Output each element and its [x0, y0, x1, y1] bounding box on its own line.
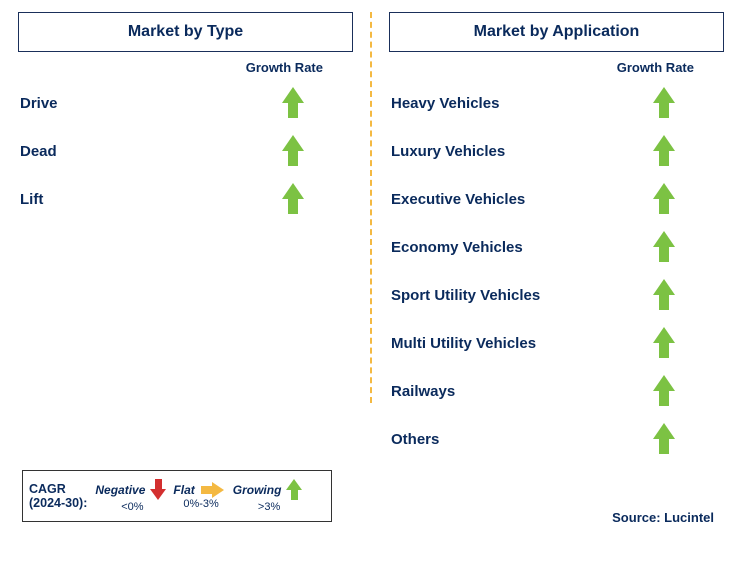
row-label: Railways [389, 383, 455, 400]
right-col-header-row: Growth Rate [389, 60, 724, 75]
growth-rate-cell [263, 87, 353, 119]
arrow-up-icon [654, 87, 674, 119]
table-row: Lift [18, 175, 353, 223]
right-col-header: Growth Rate [617, 60, 694, 75]
arrow-up-icon [283, 183, 303, 215]
arrow-up-icon [283, 135, 303, 167]
legend-item-range: <0% [121, 501, 143, 513]
table-row: Drive [18, 79, 353, 127]
growth-rate-cell [263, 183, 353, 215]
left-panel-title: Market by Type [18, 12, 353, 52]
growth-rate-cell [263, 135, 353, 167]
left-rows: Drive Dead Lift [18, 79, 353, 223]
legend-item: Negative <0% [95, 479, 169, 513]
arrow-right-icon [201, 482, 225, 498]
table-row: Dead [18, 127, 353, 175]
table-row: Others [389, 415, 724, 463]
left-panel: Market by Type Growth Rate Drive Dead Lift [18, 12, 371, 463]
row-label: Dead [18, 143, 57, 160]
row-label: Heavy Vehicles [389, 95, 499, 112]
legend-period: CAGR (2024-30): [29, 482, 87, 511]
left-col-header: Growth Rate [246, 60, 323, 75]
legend-item: Growing >3% [233, 479, 306, 513]
table-row: Sport Utility Vehicles [389, 271, 724, 319]
legend-item-range: >3% [258, 501, 280, 513]
legend-items: Negative <0% Flat0%-3% Growing >3% [93, 479, 305, 513]
left-col-header-row: Growth Rate [18, 60, 353, 75]
table-row: Executive Vehicles [389, 175, 724, 223]
legend-item-range: 0%-3% [183, 498, 218, 510]
arrow-up-icon [654, 183, 674, 215]
arrow-up-icon [654, 375, 674, 407]
arrow-up-icon [654, 423, 674, 455]
row-label: Drive [18, 95, 58, 112]
arrow-down-icon [151, 479, 165, 501]
right-rows: Heavy Vehicles Luxury Vehicles Executive V… [389, 79, 724, 463]
main-container: Market by Type Growth Rate Drive Dead Lift… [0, 0, 742, 463]
table-row: Railways [389, 367, 724, 415]
row-label: Multi Utility Vehicles [389, 335, 536, 352]
row-label: Executive Vehicles [389, 191, 525, 208]
legend-item-label: Negative [95, 483, 145, 497]
arrow-up-icon [654, 231, 674, 263]
right-panel-title: Market by Application [389, 12, 724, 52]
arrow-up-icon [283, 87, 303, 119]
row-label: Luxury Vehicles [389, 143, 505, 160]
arrow-up-icon [654, 135, 674, 167]
arrow-up-icon [654, 327, 674, 359]
growth-rate-cell [634, 183, 724, 215]
growth-rate-cell [634, 135, 724, 167]
row-label: Economy Vehicles [389, 239, 523, 256]
arrow-up-icon [654, 279, 674, 311]
right-panel: Market by Application Growth Rate Heavy … [371, 12, 724, 463]
row-label: Others [389, 431, 439, 448]
source-label: Source: Lucintel [612, 510, 714, 525]
legend-item: Flat0%-3% [173, 482, 228, 510]
legend-item-label: Growing [233, 483, 282, 497]
table-row: Multi Utility Vehicles [389, 319, 724, 367]
growth-rate-cell [634, 327, 724, 359]
growth-rate-cell [634, 279, 724, 311]
legend-box: CAGR (2024-30): Negative<0%Flat0%-3%Grow… [22, 470, 332, 522]
legend-period-line1: CAGR [29, 482, 87, 496]
growth-rate-cell [634, 375, 724, 407]
legend-period-line2: (2024-30): [29, 496, 87, 510]
row-label: Sport Utility Vehicles [389, 287, 540, 304]
growth-rate-cell [634, 231, 724, 263]
table-row: Economy Vehicles [389, 223, 724, 271]
vertical-divider [370, 12, 372, 403]
growth-rate-cell [634, 87, 724, 119]
row-label: Lift [18, 191, 43, 208]
table-row: Luxury Vehicles [389, 127, 724, 175]
table-row: Heavy Vehicles [389, 79, 724, 127]
growth-rate-cell [634, 423, 724, 455]
arrow-up-icon [287, 479, 301, 501]
legend-item-label: Flat [173, 483, 194, 497]
